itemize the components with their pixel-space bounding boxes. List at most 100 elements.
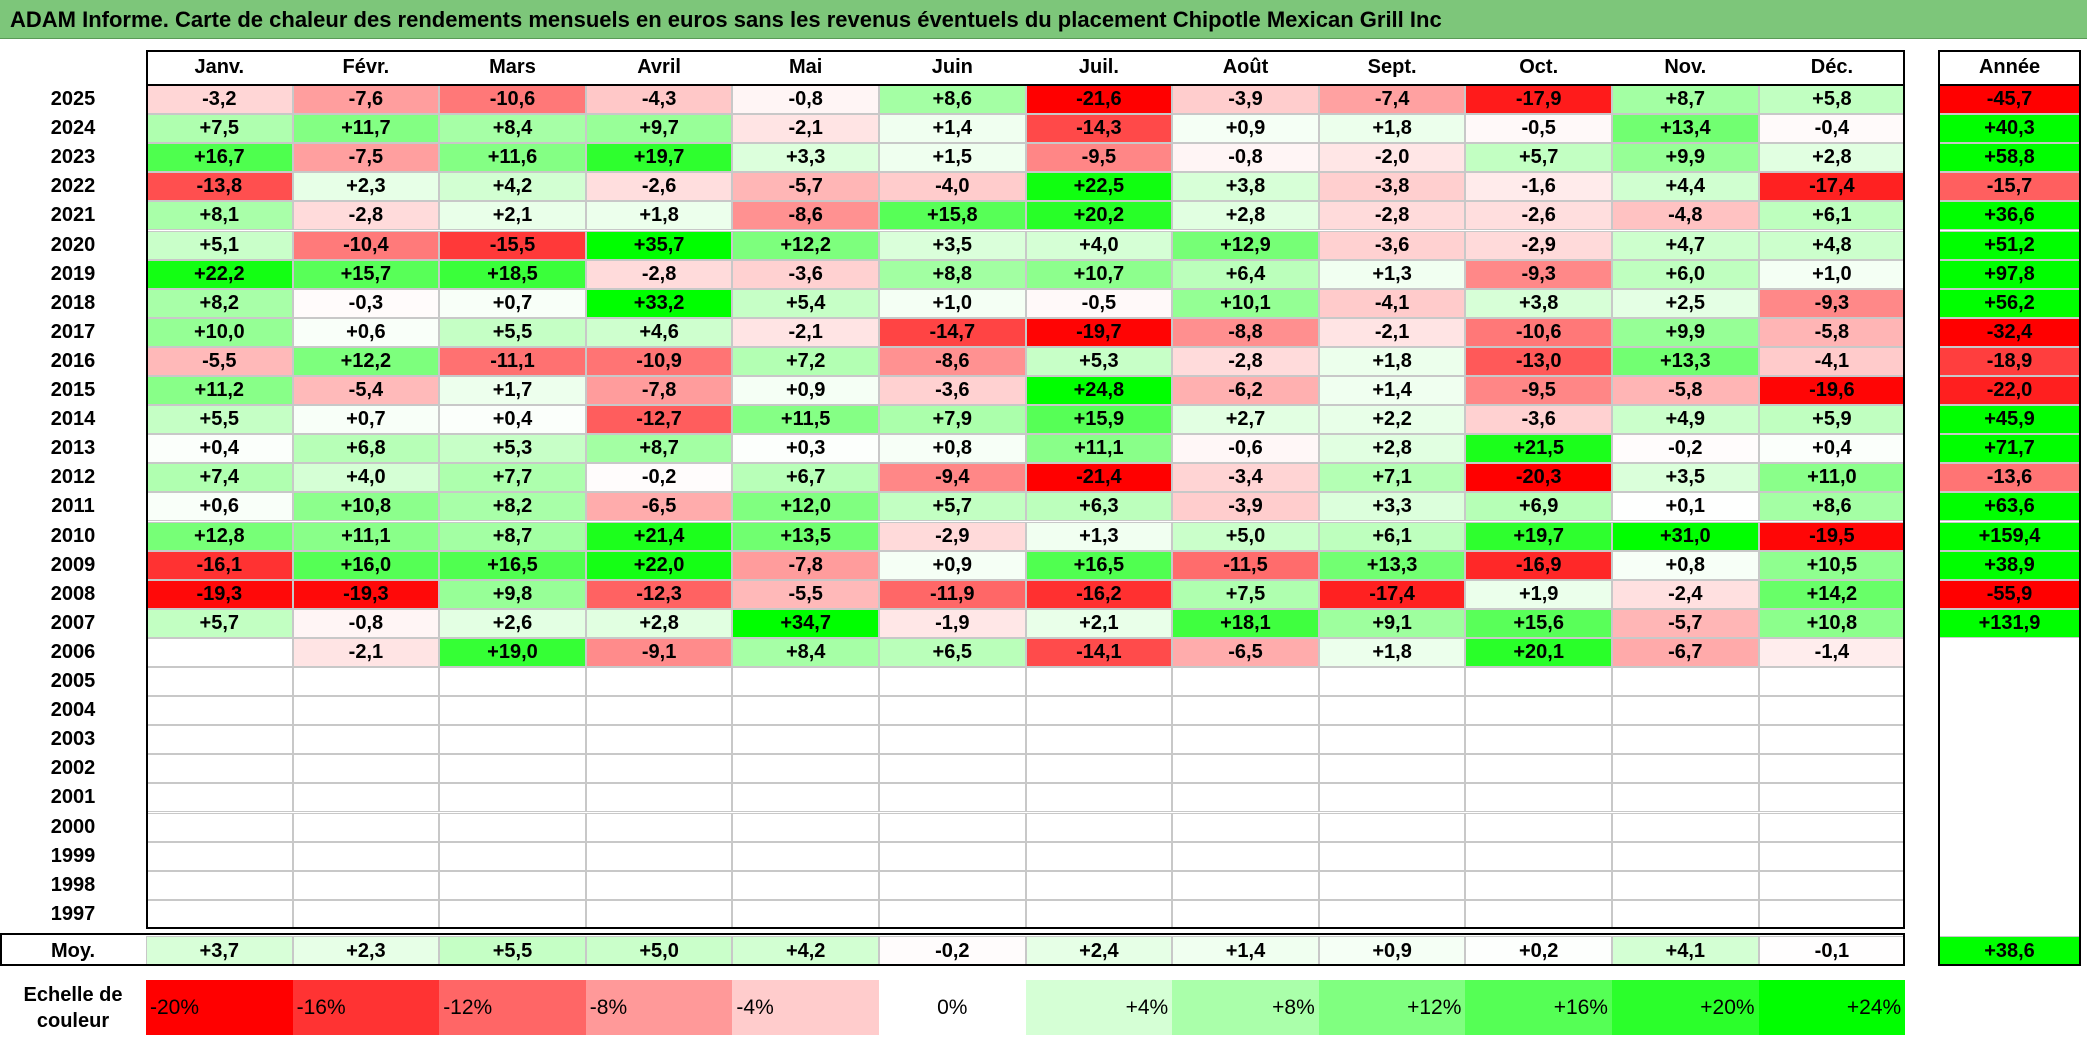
heatmap-cell: +13,5 bbox=[732, 521, 879, 551]
heatmap-cell bbox=[292, 870, 440, 900]
heatmap-cell bbox=[585, 899, 733, 929]
heatmap-cell: +6,9 bbox=[1465, 492, 1612, 522]
heatmap-cell bbox=[879, 783, 1026, 813]
heatmap-cell bbox=[146, 725, 293, 755]
scale-swatch: +4% bbox=[1025, 980, 1173, 1035]
heatmap-cell: +8,7 bbox=[585, 434, 733, 464]
heatmap-cell bbox=[1612, 725, 1759, 755]
heatmap-cell: +2,8 bbox=[1318, 434, 1466, 464]
year-label: 1999 bbox=[0, 841, 146, 871]
heatmap-cell: -7,8 bbox=[732, 550, 879, 580]
heatmap-cell: -3,6 bbox=[732, 259, 879, 289]
heatmap-cell bbox=[1318, 696, 1466, 726]
heatmap-cell bbox=[1758, 899, 1906, 929]
heatmap-cell bbox=[1465, 783, 1612, 813]
heatmap-cell bbox=[585, 667, 733, 697]
heatmap-cell: -11,9 bbox=[879, 579, 1026, 609]
heatmap-cell: -4,3 bbox=[585, 85, 733, 115]
heatmap-cell bbox=[1172, 754, 1319, 784]
heatmap-cell: +1,3 bbox=[1318, 259, 1466, 289]
year-label: 2011 bbox=[0, 492, 146, 522]
heatmap-cell: -10,6 bbox=[1465, 317, 1612, 347]
average-cell: +3,7 bbox=[146, 936, 293, 966]
year-label: 2003 bbox=[0, 725, 146, 755]
heatmap-cell bbox=[585, 841, 733, 871]
heatmap-cell: +4,8 bbox=[1758, 230, 1906, 260]
heatmap-cell bbox=[1612, 870, 1759, 900]
month-header: Août bbox=[1172, 50, 1319, 84]
heatmap-cell: +0,7 bbox=[292, 405, 440, 435]
heatmap-cell: +20,2 bbox=[1025, 201, 1173, 231]
heatmap-cell: +3,3 bbox=[1318, 492, 1466, 522]
scale-swatch: +24% bbox=[1758, 980, 1906, 1035]
scale-swatch: +12% bbox=[1318, 980, 1466, 1035]
heatmap-cell bbox=[146, 841, 293, 871]
heatmap-cell: +2,6 bbox=[439, 608, 586, 638]
annual-cell: +38,9 bbox=[1938, 550, 2081, 580]
heatmap-cell: +5,3 bbox=[439, 434, 586, 464]
heatmap-cell: -5,5 bbox=[732, 579, 879, 609]
heatmap-cell: +2,2 bbox=[1318, 405, 1466, 435]
heatmap-cell: -2,1 bbox=[292, 637, 440, 667]
heatmap-cell: +11,1 bbox=[1025, 434, 1173, 464]
heatmap-cell: +12,0 bbox=[732, 492, 879, 522]
heatmap-cell bbox=[292, 812, 440, 842]
heatmap-cell: -8,8 bbox=[1172, 317, 1319, 347]
heatmap-cell bbox=[1758, 696, 1906, 726]
heatmap-cell: +8,8 bbox=[879, 259, 1026, 289]
heatmap-cell: -9,3 bbox=[1465, 259, 1612, 289]
heatmap-cell bbox=[1025, 870, 1173, 900]
heatmap-cell bbox=[879, 841, 1026, 871]
year-label: 2018 bbox=[0, 288, 146, 318]
heatmap-cell: +4,7 bbox=[1612, 230, 1759, 260]
heatmap-cell bbox=[879, 812, 1026, 842]
month-header: Juil. bbox=[1025, 50, 1173, 84]
heatmap-cell bbox=[585, 783, 733, 813]
year-label: 2015 bbox=[0, 376, 146, 406]
average-cell: +5,0 bbox=[585, 936, 733, 966]
heatmap-cell bbox=[292, 754, 440, 784]
heatmap-cell bbox=[1318, 725, 1466, 755]
month-header: Oct. bbox=[1465, 50, 1612, 84]
heatmap-cell: +2,3 bbox=[292, 172, 440, 202]
heatmap-cell bbox=[732, 754, 879, 784]
heatmap-cell: +5,8 bbox=[1758, 85, 1906, 115]
heatmap-cell bbox=[1318, 783, 1466, 813]
heatmap-cell: -9,3 bbox=[1758, 288, 1906, 318]
heatmap-cell bbox=[732, 812, 879, 842]
heatmap-cell bbox=[585, 696, 733, 726]
scale-swatch: -20% bbox=[146, 980, 293, 1035]
average-cell: -0,1 bbox=[1758, 936, 1906, 966]
heatmap-cell: -0,5 bbox=[1025, 288, 1173, 318]
annual-cell: +131,9 bbox=[1938, 608, 2081, 638]
heatmap-cell: +12,2 bbox=[292, 346, 440, 376]
heatmap-cell: -19,5 bbox=[1758, 521, 1906, 551]
heatmap-cell bbox=[732, 783, 879, 813]
heatmap-cell: -7,5 bbox=[292, 143, 440, 173]
heatmap-cell bbox=[1025, 841, 1173, 871]
year-label: 2006 bbox=[0, 637, 146, 667]
heatmap-cell bbox=[1318, 899, 1466, 929]
month-header: Févr. bbox=[292, 50, 440, 84]
annual-average-cell: +38,6 bbox=[1938, 936, 2081, 966]
heatmap-cell bbox=[292, 725, 440, 755]
heatmap-cell: +0,6 bbox=[292, 317, 440, 347]
heatmap-cell: -12,3 bbox=[585, 579, 733, 609]
heatmap-cell bbox=[1172, 899, 1319, 929]
annual-cell: +51,2 bbox=[1938, 230, 2081, 260]
heatmap-cell bbox=[439, 696, 586, 726]
heatmap-cell bbox=[292, 696, 440, 726]
heatmap-cell bbox=[1318, 667, 1466, 697]
scale-swatch: -4% bbox=[732, 980, 879, 1035]
heatmap-cell bbox=[146, 754, 293, 784]
heatmap-cell: +5,9 bbox=[1758, 405, 1906, 435]
header-separator bbox=[146, 84, 1906, 86]
heatmap-cell: -6,5 bbox=[585, 492, 733, 522]
heatmap-cell: -5,8 bbox=[1758, 317, 1906, 347]
heatmap-cell: -11,1 bbox=[439, 346, 586, 376]
month-header: Mars bbox=[439, 50, 586, 84]
heatmap-cell: +14,2 bbox=[1758, 579, 1906, 609]
heatmap-cell: +8,7 bbox=[439, 521, 586, 551]
heatmap-cell bbox=[585, 754, 733, 784]
heatmap-cell: -4,1 bbox=[1758, 346, 1906, 376]
